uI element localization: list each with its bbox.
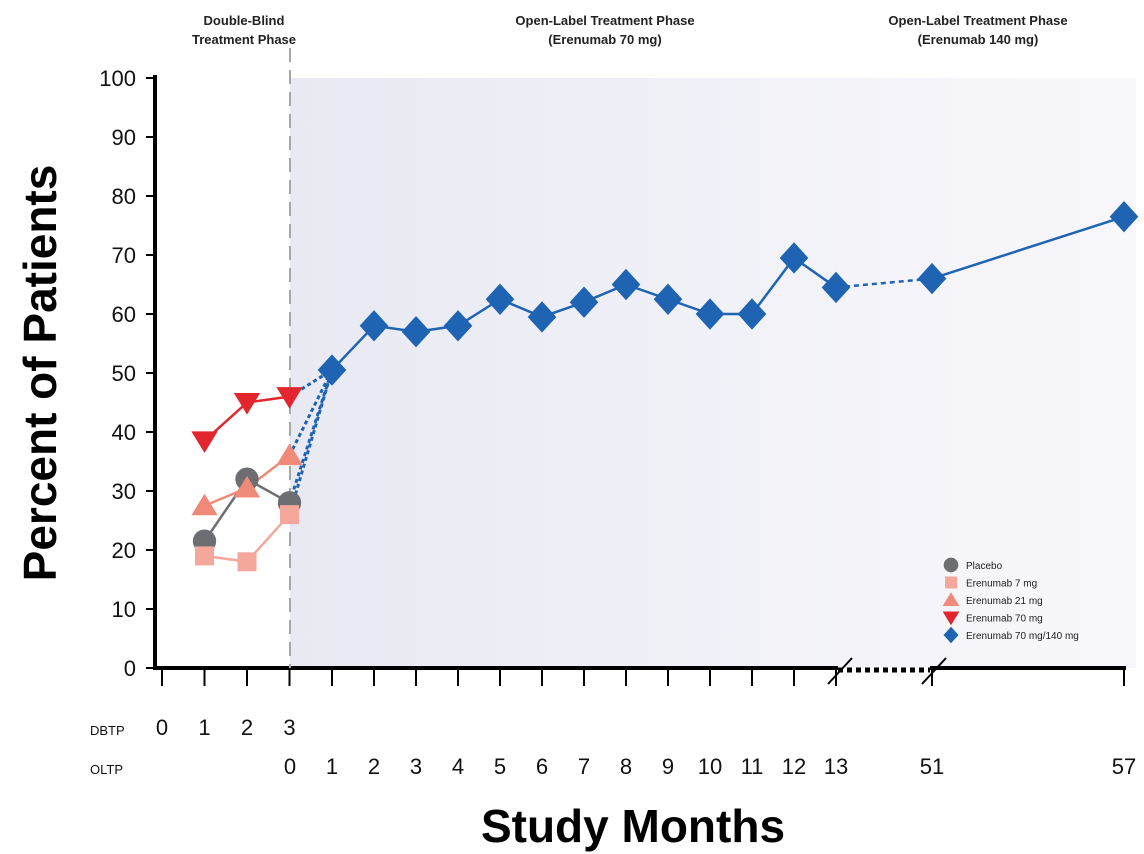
point-erenumab-70-mg-140-mg [695, 298, 725, 330]
dbtp-row-label: DBTP [90, 723, 125, 738]
phase-header-dbtp-line1: Double-Blind [204, 13, 285, 28]
point-erenumab-7-mg [280, 505, 299, 525]
legend-marker [942, 611, 960, 626]
oltp-tick-label: 8 [620, 754, 632, 779]
x-axis-title: Study Months [481, 800, 785, 852]
legend-label: Placebo [966, 561, 1003, 572]
phase-header-ol140-line2: (Erenumab 140 mg) [918, 32, 1039, 47]
point-erenumab-70-mg-140-mg [1109, 200, 1139, 233]
oltp-tick-label: 13 [824, 754, 848, 779]
oltp-tick-label: 51 [920, 754, 944, 779]
oltp-tick-label: 7 [578, 754, 590, 779]
point-erenumab-70-mg-140-mg [917, 262, 947, 295]
point-erenumab-21-mg [276, 443, 303, 466]
legend-marker [943, 626, 959, 644]
y-tick-label: 40 [112, 420, 136, 445]
point-erenumab-21-mg [233, 475, 261, 498]
oltp-tick-label: 3 [410, 754, 422, 779]
phase-header-ol70-line2: (Erenumab 70 mg) [548, 32, 661, 47]
x-axis-break-mark-1 [827, 657, 853, 685]
x-axis-ticks: 0 1 2 30 1 2 3 4 5 6 7 8 9 10 11 12 13 51 57 [156, 668, 1136, 779]
point-erenumab-70-mg-140-mg [611, 268, 641, 301]
point-erenumab-70-mg-140-mg [317, 354, 347, 386]
oltp-tick-label: 0 [284, 754, 296, 779]
point-erenumab-70-mg-140-mg [821, 271, 851, 304]
dbtp-tick-label: 2 [241, 715, 253, 740]
y-tick-label: 0 [124, 656, 136, 681]
point-erenumab-7-mg [195, 546, 214, 566]
point-erenumab-70-mg-140-mg [737, 298, 767, 330]
y-tick-label: 10 [112, 597, 136, 622]
y-tick-label: 50 [112, 361, 136, 386]
legend-label: Erenumab 7 mg [966, 579, 1037, 590]
dbtp-tick-label: 1 [198, 715, 210, 740]
oltp-tick-label: 6 [536, 754, 548, 779]
oltp-tick-label: 12 [782, 754, 806, 779]
oltp-tick-label: 9 [662, 754, 674, 779]
point-erenumab-70-mg-140-mg [485, 283, 515, 315]
x-axis-break-mark-2 [921, 657, 947, 685]
phase-header-ol140-line1: Open-Label Treatment Phase [888, 13, 1067, 28]
oltp-tick-label: 5 [494, 754, 506, 779]
legend: Placebo Erenumab 7 mg Erenumab 21 mg Erenum… [942, 557, 1079, 644]
point-erenumab-21-mg [191, 493, 218, 516]
y-tick-label: 80 [112, 184, 136, 209]
y-axis-ticks: 0 10 20 30 40 50 60 70 80 90 100 [99, 66, 155, 681]
dbtp-tick-label: 0 [156, 715, 168, 740]
phase-header-dbtp-line2: Treatment Phase [192, 32, 296, 47]
open-label-background [290, 78, 1136, 668]
y-tick-label: 20 [112, 538, 136, 563]
oltp-row-label: OLTP [90, 762, 123, 777]
point-erenumab-70-mg-140-mg [443, 310, 473, 342]
legend-label: Erenumab 70 mg [966, 614, 1043, 625]
legend-marker [942, 592, 960, 606]
legend-marker [943, 557, 959, 573]
legend-label: Erenumab 70 mg/140 mg [966, 631, 1079, 642]
dbtp-tick-label: 3 [283, 715, 295, 740]
point-erenumab-70-mg-140-mg [359, 310, 389, 342]
series-layer [191, 200, 1139, 572]
point-erenumab-70-mg-140-mg [779, 242, 809, 274]
point-erenumab-70-mg [191, 431, 218, 453]
y-tick-label: 100 [99, 66, 136, 91]
y-tick-label: 30 [112, 479, 136, 504]
point-erenumab-70-mg [276, 387, 303, 409]
y-tick-label: 90 [112, 125, 136, 150]
oltp-tick-label: 57 [1112, 754, 1136, 779]
point-erenumab-70-mg-140-mg [401, 315, 431, 348]
series-line-erenumab-70-mg-140-mg-late [931, 215, 1125, 280]
oltp-tick-label: 10 [698, 754, 722, 779]
oltp-tick-label: 11 [741, 754, 764, 779]
oltp-tick-label: 1 [326, 754, 338, 779]
point-erenumab-70-mg-140-mg [653, 283, 683, 315]
point-erenumab-7-mg [237, 552, 257, 572]
series-line-erenumab-70-mg-140-mg-dashed [835, 277, 933, 289]
oltp-tick-label: 2 [368, 754, 380, 779]
point-erenumab-70-mg-140-mg [527, 301, 557, 333]
point-erenumab-70-mg [233, 393, 261, 415]
y-tick-label: 60 [112, 302, 136, 327]
phase-header-ol70-line1: Open-Label Treatment Phase [515, 13, 694, 28]
legend-marker [945, 576, 957, 589]
transition-line [288, 369, 334, 457]
y-axis-title: Percent of Patients [14, 165, 66, 582]
point-erenumab-70-mg-140-mg [569, 286, 599, 318]
legend-label: Erenumab 21 mg [966, 596, 1043, 607]
y-tick-label: 70 [112, 243, 136, 268]
oltp-tick-label: 4 [452, 754, 464, 779]
transition-line [288, 369, 334, 504]
